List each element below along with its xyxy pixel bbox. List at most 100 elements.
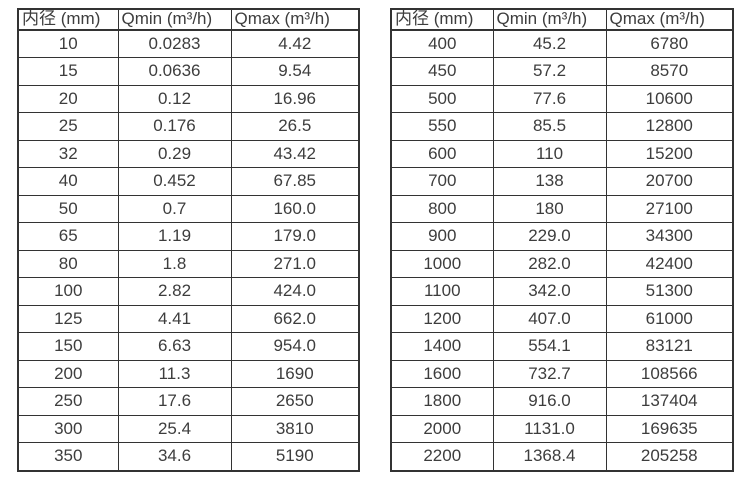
table-row: 300 25.4 3810 — [17, 414, 360, 444]
table-cell: 65 — [17, 222, 119, 251]
table-cell: 200 — [17, 359, 119, 389]
table-cell: 45.2 — [492, 29, 607, 59]
table-cell: 1800 — [390, 387, 494, 416]
table-cell: 732.7 — [492, 359, 607, 389]
table-cell: 40 — [17, 167, 119, 196]
table-cell: 1.8 — [117, 249, 232, 279]
table-cell: 1.19 — [117, 222, 232, 251]
table-cell: 205258 — [605, 442, 734, 472]
column-header: Qmin (m³/h) — [492, 8, 607, 31]
table-cell: 2000 — [390, 414, 494, 444]
table-cell: 61000 — [605, 304, 734, 334]
table-cell: 137404 — [605, 387, 734, 416]
table-cell: 3810 — [230, 414, 360, 444]
table-cell: 32 — [17, 139, 119, 169]
table-cell: 0.29 — [117, 139, 232, 169]
table-row: 40 0.452 67.85 — [17, 167, 360, 196]
table-cell: 300 — [17, 414, 119, 444]
table-row: 1000 282.0 42400 — [390, 249, 734, 279]
table-cell: 11.3 — [117, 359, 232, 389]
table-row: 1100 342.0 51300 — [390, 277, 734, 306]
table-cell: 160.0 — [230, 194, 360, 224]
table-cell: 179.0 — [230, 222, 360, 251]
table-cell: 125 — [17, 304, 119, 334]
table-cell: 25.4 — [117, 414, 232, 444]
table-row: 100 2.82 424.0 — [17, 277, 360, 306]
table-row: 1400 554.1 83121 — [390, 332, 734, 361]
table-cell: 5190 — [230, 442, 360, 472]
table-cell: 27100 — [605, 194, 734, 224]
table-row: 32 0.29 43.42 — [17, 139, 360, 169]
table-cell: 180 — [492, 194, 607, 224]
table-row: 2000 1131.0 169635 — [390, 414, 734, 444]
table-cell: 10 — [17, 29, 119, 59]
table-cell: 4.42 — [230, 29, 360, 59]
table-cell: 17.6 — [117, 387, 232, 416]
table-row: 15 0.0636 9.54 — [17, 57, 360, 86]
table-cell: 16.96 — [230, 84, 360, 114]
table-cell: 954.0 — [230, 332, 360, 361]
table-row: 1200 407.0 61000 — [390, 304, 734, 334]
table-cell: 0.0283 — [117, 29, 232, 59]
table-cell: 500 — [390, 84, 494, 114]
table-cell: 85.5 — [492, 112, 607, 141]
column-header: Qmin (m³/h) — [117, 8, 232, 31]
table-cell: 100 — [17, 277, 119, 306]
table-cell: 1400 — [390, 332, 494, 361]
table-cell: 1131.0 — [492, 414, 607, 444]
table-cell: 10600 — [605, 84, 734, 114]
flow-spec-table-small: 内径 (mm) Qmin (m³/h) Qmax (m³/h) 10 0.0283 4.4… — [17, 8, 360, 472]
table-cell: 50 — [17, 194, 119, 224]
table-cell: 26.5 — [230, 112, 360, 141]
table-cell: 6.63 — [117, 332, 232, 361]
table-row: 700 138 20700 — [390, 167, 734, 196]
table-row: 800 180 27100 — [390, 194, 734, 224]
table-row: 10 0.0283 4.42 — [17, 29, 360, 59]
table-cell: 108566 — [605, 359, 734, 389]
table-cell: 400 — [390, 29, 494, 59]
table-cell: 0.0636 — [117, 57, 232, 86]
table-cell: 12800 — [605, 112, 734, 141]
table-cell: 229.0 — [492, 222, 607, 251]
table-cell: 2650 — [230, 387, 360, 416]
table-row: 2200 1368.4 205258 — [390, 442, 734, 472]
table-row: 450 57.2 8570 — [390, 57, 734, 86]
table-cell: 271.0 — [230, 249, 360, 279]
table-row: 80 1.8 271.0 — [17, 249, 360, 279]
table-cell: 916.0 — [492, 387, 607, 416]
table-row: 1800 916.0 137404 — [390, 387, 734, 416]
table-row: 200 11.3 1690 — [17, 359, 360, 389]
table-cell: 2.82 — [117, 277, 232, 306]
table-row: 600 110 15200 — [390, 139, 734, 169]
table-cell: 550 — [390, 112, 494, 141]
table-row: 50 0.7 160.0 — [17, 194, 360, 224]
table-cell: 34300 — [605, 222, 734, 251]
table-cell: 51300 — [605, 277, 734, 306]
table-row: 250 17.6 2650 — [17, 387, 360, 416]
table-cell: 15200 — [605, 139, 734, 169]
table-cell: 20700 — [605, 167, 734, 196]
table-cell: 1600 — [390, 359, 494, 389]
table-cell: 2200 — [390, 442, 494, 472]
table-row: 65 1.19 179.0 — [17, 222, 360, 251]
table-cell: 0.12 — [117, 84, 232, 114]
table-cell: 42400 — [605, 249, 734, 279]
table-row: 400 45.2 6780 — [390, 29, 734, 59]
table-cell: 25 — [17, 112, 119, 141]
table-cell: 80 — [17, 249, 119, 279]
header-row: 内径 (mm) Qmin (m³/h) Qmax (m³/h) — [17, 8, 360, 31]
table-cell: 342.0 — [492, 277, 607, 306]
table-cell: 1368.4 — [492, 442, 607, 472]
table-cell: 150 — [17, 332, 119, 361]
table-cell: 8570 — [605, 57, 734, 86]
table-cell: 4.41 — [117, 304, 232, 334]
table-cell: 282.0 — [492, 249, 607, 279]
table-row: 20 0.12 16.96 — [17, 84, 360, 114]
column-header: Qmax (m³/h) — [230, 8, 360, 31]
table-cell: 20 — [17, 84, 119, 114]
table-cell: 0.452 — [117, 167, 232, 196]
table-row: 1600 732.7 108566 — [390, 359, 734, 389]
table-cell: 1690 — [230, 359, 360, 389]
header-row: 内径 (mm) Qmin (m³/h) Qmax (m³/h) — [390, 8, 734, 31]
table-cell: 138 — [492, 167, 607, 196]
